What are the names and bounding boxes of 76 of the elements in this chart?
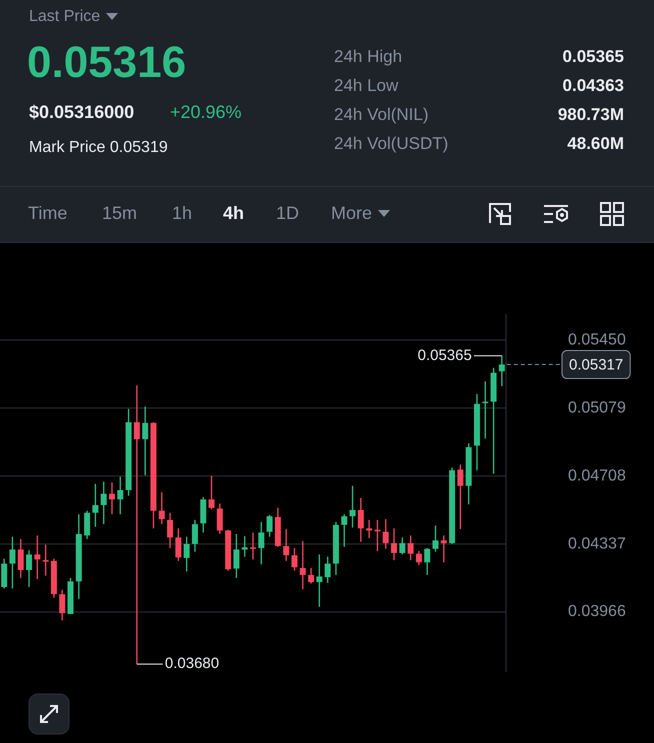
candlestick xyxy=(408,534,414,561)
text: 0.04363 xyxy=(562,76,624,96)
text: 15m xyxy=(102,203,138,224)
y-tick-label: 0.04708 xyxy=(568,467,626,484)
candlestick xyxy=(84,510,90,540)
text: $0.05316000 xyxy=(29,102,134,123)
text: 24h High xyxy=(334,47,402,67)
annotation: 0.03680 xyxy=(164,655,220,672)
text: 0.05365 xyxy=(562,47,624,67)
text: 0.05316 xyxy=(27,38,186,88)
y-tick-label: 0.04337 xyxy=(568,535,626,552)
text: 24h Vol(USDT) xyxy=(334,134,448,154)
candlestick xyxy=(324,556,331,584)
candlestick xyxy=(167,512,174,549)
candlestick xyxy=(457,464,464,530)
text: 1h xyxy=(172,203,192,224)
text: 980.73M xyxy=(558,105,624,125)
candlestick xyxy=(192,519,198,552)
text: Last Price xyxy=(29,8,100,26)
candlestick xyxy=(291,547,298,572)
candlestick xyxy=(216,502,223,535)
candlestick xyxy=(374,519,380,552)
candlestick xyxy=(92,483,98,528)
text: Mark Price 0.05319 xyxy=(29,139,168,157)
candlestick xyxy=(117,476,124,515)
candlestick xyxy=(391,528,398,561)
candlestick xyxy=(498,355,505,387)
text: Time xyxy=(28,203,68,224)
candlestick xyxy=(366,519,372,539)
candlestick xyxy=(42,544,49,576)
y-tick-label: 0.03966 xyxy=(568,603,626,620)
candlestick xyxy=(440,534,447,563)
candlestick xyxy=(134,384,140,665)
text: 48.60M xyxy=(567,134,624,154)
candlestick xyxy=(59,589,66,621)
ref-line-label: 0.05317 xyxy=(569,356,624,374)
candlestick xyxy=(18,538,24,579)
candlestick xyxy=(424,547,430,576)
candlestick xyxy=(233,533,240,579)
candlestick xyxy=(341,514,348,548)
candlestick xyxy=(242,536,248,558)
candlestick xyxy=(300,540,306,590)
candlestick xyxy=(416,550,422,566)
candlestick xyxy=(250,532,256,560)
text: 4h xyxy=(223,203,244,224)
candlestick xyxy=(432,524,438,552)
candlestick xyxy=(308,567,314,584)
candlestick xyxy=(100,481,107,525)
text: +20.96% xyxy=(170,102,242,123)
candlestick xyxy=(482,380,488,440)
candlestick xyxy=(316,554,322,608)
candlestick xyxy=(266,514,273,538)
candlestick xyxy=(358,497,364,543)
candlestick xyxy=(175,528,182,562)
candlestick xyxy=(26,550,32,588)
y-tick-label: 0.05450 xyxy=(568,332,626,349)
candlestick xyxy=(200,496,206,534)
text: More xyxy=(331,203,372,224)
candlestick xyxy=(283,528,290,562)
candlestick xyxy=(1,558,8,590)
text: 24h Low xyxy=(334,76,398,96)
text: 1D xyxy=(276,203,300,224)
y-tick-label: 0.05079 xyxy=(568,400,626,417)
candlestick xyxy=(34,534,40,580)
candlestick xyxy=(399,536,406,556)
candlestick xyxy=(142,406,148,476)
candlestick xyxy=(258,521,264,566)
annotation: 0.05365 xyxy=(418,346,472,364)
candlestick xyxy=(382,518,389,550)
candlestick xyxy=(9,536,16,590)
candlestick xyxy=(108,482,115,515)
candlestick xyxy=(184,536,190,572)
candlestick xyxy=(208,475,215,510)
candlestick xyxy=(350,485,356,528)
text: 24h Vol(NIL) xyxy=(334,105,428,125)
candlestick xyxy=(158,492,165,525)
